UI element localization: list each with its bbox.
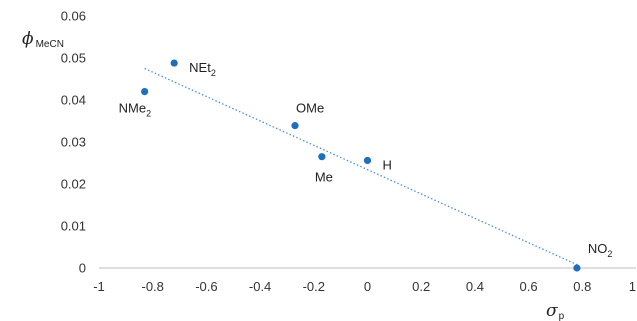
point-label-text: NO [588,241,608,256]
y-tick-label: 0.03 [61,135,86,150]
x-tick-label: 0.2 [412,279,430,294]
data-point [573,264,581,272]
point-label: OMe [296,101,324,116]
point-label: Me [315,170,333,185]
data-point [291,122,299,130]
y-axis-title: ϕ MeCN [22,29,64,50]
y-tick-label: 0.02 [61,177,86,192]
point-label-text: NMe [119,101,146,116]
point-label-text: OMe [296,101,324,116]
x-axis-subscript: p [559,311,565,321]
x-tick-label: 0.8 [573,279,591,294]
point-label: NEt2 [189,60,216,78]
data-point [141,88,149,96]
point-label-text: H [383,157,392,172]
point-label: NMe2 [119,101,151,119]
y-tick-label: 0.04 [61,93,86,108]
trendline-group [144,67,578,266]
y-tick-label: 0.01 [61,219,86,234]
x-tick-label: -0.4 [249,279,271,294]
x-tick-label: -1 [93,279,105,294]
point-label-text: Me [315,170,333,185]
x-tick-label: 0.6 [520,279,538,294]
y-tick-labels: 0 0.01 0.02 0.03 0.04 0.05 0.06 [61,9,86,276]
data-points [141,59,581,272]
y-axis-symbol: ϕ [22,29,34,49]
x-tick-label: 0 [364,279,371,294]
x-tick-label: -0.8 [141,279,163,294]
x-axis-title: σp [546,301,565,321]
y-tick-label: 0.06 [61,9,86,24]
y-tick-label: 0.05 [61,51,86,66]
x-tick-label: 1 [629,279,636,294]
data-point [170,59,178,67]
point-label-subscript: 2 [607,249,612,259]
point-label-text: NEt [189,60,211,75]
data-point [363,156,372,165]
x-tick-label: 0.4 [466,279,484,294]
x-axis-symbol: σ [546,301,558,321]
point-label: NO2 [588,241,613,259]
x-tick-label: -0.2 [303,279,325,294]
x-tick-labels: -1 -0.8 -0.6 -0.4 -0.2 0 0.2 0.4 0.6 0.8 1 [93,279,636,294]
data-point [318,153,326,161]
x-tick-label: -0.6 [195,279,217,294]
point-label-subscript: 2 [146,109,151,119]
y-tick-label: 0 [79,261,86,276]
y-axis-subscript: MeCN [36,39,64,50]
point-label: H [383,157,392,172]
trendline [144,67,578,266]
point-label-subscript: 2 [211,68,216,78]
